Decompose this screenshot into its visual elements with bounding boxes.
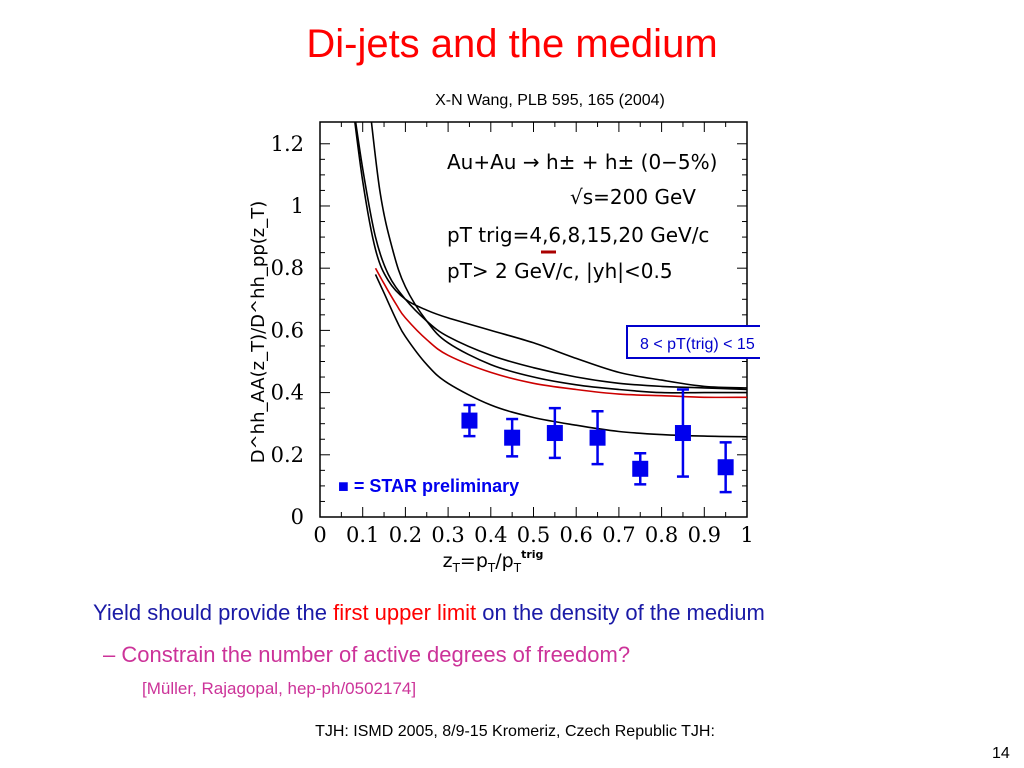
data-marker	[589, 429, 606, 446]
tick-labels: 0 0.1 0.2 0.3 0.4 0.5 0.6 0.7 0.8 0.9 1 0 0.2 0.4 0.6 0…	[271, 132, 754, 547]
y-axis-label: D^hh_AA(z_T)/D^hh_pp(z_T)	[248, 201, 269, 464]
data-marker	[632, 460, 649, 477]
annotation-line3: pT trig=4,6,8,15,20 GeV/c	[447, 223, 709, 247]
bullet-highlight: first upper limit	[333, 600, 477, 625]
x-tick-label: 0.9	[688, 523, 721, 547]
y-tick-label: 0.4	[271, 381, 304, 405]
footer: TJH: ISMD 2005, 8/9-15 Kromeriz, Czech R…	[315, 723, 715, 740]
bullet-constrain: – Constrain the number of active degrees…	[103, 642, 631, 667]
x-tick-label: 0.1	[346, 523, 379, 547]
data-marker	[674, 425, 691, 442]
page-number: 14	[992, 745, 1010, 762]
y-tick-label: 0	[291, 505, 304, 529]
theory-curves	[354, 122, 747, 438]
bullet-reference: [Müller, Rajagopal, hep-ph/0502174]	[142, 679, 417, 698]
data-point	[632, 451, 649, 486]
star-data-points	[461, 388, 734, 494]
data-marker	[546, 425, 563, 442]
x-tick-label: 0.7	[602, 523, 635, 547]
x-tick-label: 0.6	[559, 523, 592, 547]
citation: X-N Wang, PLB 595, 165 (2004)	[435, 92, 665, 109]
x-axis-label: zT=pT/pTtrig	[443, 548, 544, 575]
data-point	[674, 388, 691, 478]
bullet-yield: Yield should provide the first upper lim…	[93, 600, 765, 625]
y-tick-label: 0.6	[271, 318, 304, 342]
y-tick-label: 0.8	[271, 256, 304, 280]
trigger-range-label: 8 < pT(trig) < 15 GeV/c	[640, 336, 760, 353]
x-tick-label: 0.2	[389, 523, 422, 547]
x-tick-label: 0.4	[474, 523, 507, 547]
x-tick-label: 1	[740, 523, 753, 547]
y-tick-label: 0.2	[271, 443, 304, 467]
data-point	[717, 441, 734, 494]
data-point	[461, 403, 478, 438]
x-tick-label: 0.3	[431, 523, 464, 547]
trigger-range-box	[626, 325, 760, 359]
axis-ticks	[319, 122, 748, 518]
annotation-line2: √s=200 GeV	[570, 185, 696, 209]
star-legend: ■ = STAR preliminary	[338, 476, 519, 496]
y-tick-label: 1.2	[271, 132, 304, 156]
data-point	[589, 410, 606, 466]
annotation-line4: pT> 2 GeV/c, |yh|<0.5	[447, 259, 673, 283]
theory-curve	[354, 122, 747, 391]
x-tick-label: 0.5	[517, 523, 550, 547]
x-tick-label: 0.8	[645, 523, 678, 547]
data-point	[546, 406, 563, 460]
x-tick-label: 0	[313, 523, 326, 547]
data-marker	[717, 459, 734, 476]
slide-title: Di-jets and the medium	[306, 22, 718, 66]
data-point	[504, 417, 521, 458]
annotation-block: Au+Au → h± + h± (0−5%) √s=200 GeV pT tri…	[447, 150, 717, 283]
chart: 0 0.1 0.2 0.3 0.4 0.5 0.6 0.7 0.8 0.9 1 0 0.2 0.4 0.6 0…	[248, 121, 760, 575]
theory-curve	[354, 122, 747, 389]
y-tick-label: 1	[291, 194, 304, 218]
annotation-line1: Au+Au → h± + h± (0−5%)	[447, 150, 717, 174]
theory-curve	[374, 274, 747, 438]
theory-curve	[370, 122, 747, 394]
theory-curve-highlighted	[374, 267, 747, 399]
data-marker	[461, 412, 478, 429]
data-marker	[504, 429, 521, 446]
